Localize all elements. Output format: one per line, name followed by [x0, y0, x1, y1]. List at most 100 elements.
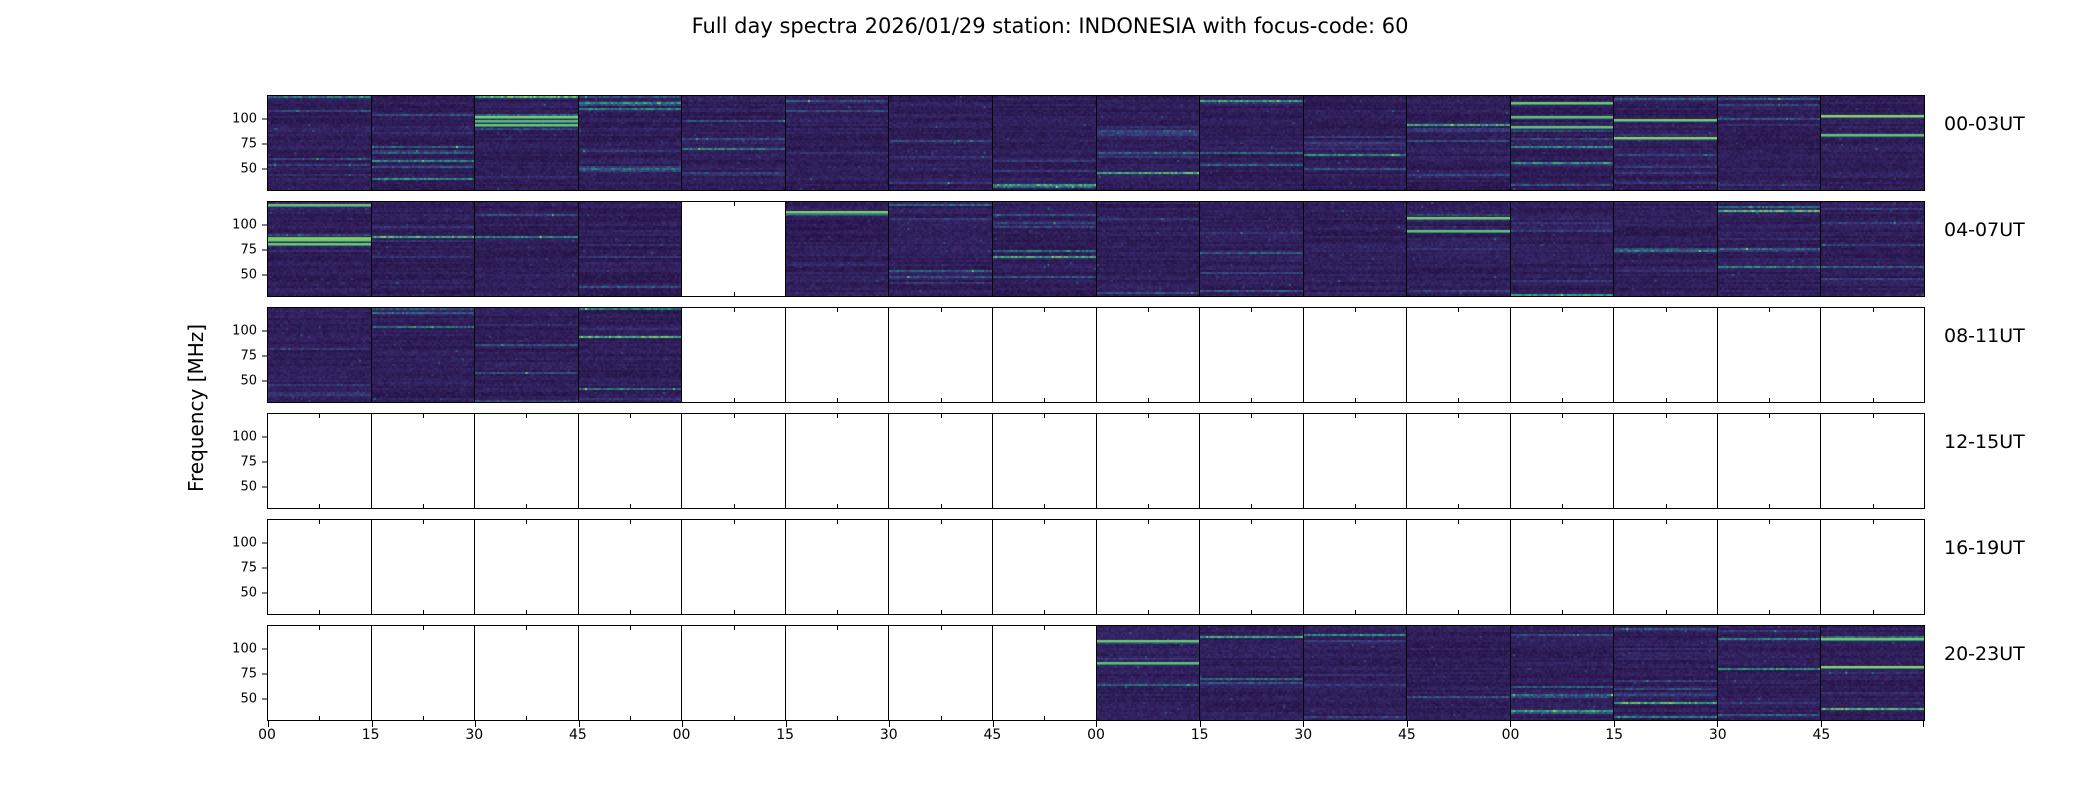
spectrogram-panel	[784, 96, 889, 190]
x-tick-label: 00	[1501, 727, 1520, 743]
blank-panel	[1302, 520, 1407, 614]
blank-panel	[1509, 308, 1614, 402]
spectrogram-panel	[888, 96, 992, 190]
spectrogram-panel	[1199, 96, 1303, 190]
spectrogram-canvas	[992, 202, 1096, 296]
spectrogram-canvas	[1614, 202, 1717, 296]
blank-panel	[991, 308, 1096, 402]
spectrogram-canvas	[268, 308, 371, 402]
blank-panel	[681, 414, 785, 508]
x-tick-label: 15	[776, 727, 795, 743]
spectrogram-canvas	[1510, 96, 1614, 190]
row-label: 04-07UT	[1944, 219, 2025, 242]
spectrogram-canvas	[1407, 626, 1510, 720]
spectrogram-canvas	[889, 96, 992, 190]
x-tick-mark	[1510, 721, 1511, 727]
y-tick-label: 100	[232, 535, 257, 551]
row-label: 00-03UT	[1944, 113, 2025, 136]
spectrogram-canvas	[1821, 626, 1924, 720]
y-tick-mark	[262, 592, 268, 594]
spectrogram-panel	[1509, 626, 1614, 720]
y-tick-mark	[262, 542, 268, 544]
blank-panel	[577, 626, 682, 720]
y-tick-mark	[262, 355, 268, 357]
spectrogram-canvas	[1821, 202, 1924, 296]
x-tick-label: 45	[983, 727, 1002, 743]
blank-panel	[888, 520, 992, 614]
spectrogram-panel	[1820, 202, 1924, 296]
spectrogram-canvas	[268, 96, 371, 190]
x-tick-label: 30	[465, 727, 484, 743]
x-tick-label: 30	[1708, 727, 1727, 743]
spectrogram-canvas	[475, 96, 578, 190]
y-tick-label: 50	[240, 479, 257, 495]
blank-panel	[784, 308, 889, 402]
blank-panel	[1613, 520, 1717, 614]
spectra-row-08-11ut: 100 75 50 08-11UT	[232, 307, 2025, 403]
spectra-row-12-15ut: 100 75 50 12-15UT	[232, 413, 2025, 509]
x-tick-mark	[682, 721, 683, 727]
blank-panel	[1509, 414, 1614, 508]
y-tick-mark	[262, 249, 268, 251]
x-tick-label: 30	[879, 727, 898, 743]
y-tick-label: 100	[232, 323, 257, 339]
spectrogram-panel	[1406, 202, 1510, 296]
x-tick-label: 15	[1605, 727, 1624, 743]
spectra-row-00-03ut: 100 75 50 00-03UT	[232, 95, 2025, 191]
spectrogram-canvas	[371, 96, 475, 190]
x-tick-mark	[1923, 721, 1924, 727]
blank-panel	[474, 414, 578, 508]
spectra-row-16-19ut: 100 75 50 16-19UT	[232, 519, 2025, 615]
blank-panel	[681, 308, 785, 402]
spectrogram-canvas	[475, 308, 578, 402]
y-tick-label: 50	[240, 267, 257, 283]
spectrogram-canvas	[1614, 96, 1717, 190]
spectrogram-panel	[370, 202, 475, 296]
spectrogram-canvas	[1200, 202, 1303, 296]
spectrogram-panel	[370, 308, 475, 402]
blank-panel	[991, 626, 1096, 720]
y-tick-mark	[262, 461, 268, 463]
spectrogram-panel	[1302, 626, 1407, 720]
spectrogram-canvas	[371, 308, 475, 402]
x-tick-mark	[578, 721, 580, 727]
x-tick-mark	[268, 721, 269, 727]
spectrogram-canvas	[785, 96, 889, 190]
spectrogram-panel	[268, 96, 371, 190]
row-label: 12-15UT	[1944, 431, 2025, 454]
blank-panel	[1302, 414, 1407, 508]
x-axis-labels: 00 15 30 45 00 15 30 45 00 15 30 45 00 15 30 45	[258, 727, 1925, 747]
spectrogram-panel	[474, 96, 578, 190]
blank-panel	[1095, 308, 1200, 402]
blank-panel	[681, 626, 785, 720]
spectrogram-canvas	[1821, 96, 1924, 190]
spectrogram-canvas	[578, 96, 682, 190]
x-tick-label: 45	[568, 727, 587, 743]
x-tick-mark	[992, 721, 994, 727]
blank-panel	[1820, 520, 1924, 614]
spectrogram-panel	[1302, 202, 1407, 296]
x-tick-label: 45	[1812, 727, 1831, 743]
y-tick-label: 50	[240, 691, 257, 707]
spectrogram-panel	[1613, 202, 1717, 296]
spectrogram-canvas	[1717, 96, 1821, 190]
x-tick-label: 00	[1087, 727, 1105, 743]
blank-panel	[888, 414, 992, 508]
x-tick-label: 30	[1294, 727, 1313, 743]
spectrogram-canvas	[1717, 626, 1821, 720]
spectrogram-panel	[577, 308, 682, 402]
spectrogram-canvas	[1200, 626, 1303, 720]
spectrogram-panel	[1716, 626, 1821, 720]
blank-panel	[577, 414, 682, 508]
y-tick-mark	[262, 118, 268, 120]
blank-panel	[1613, 308, 1717, 402]
spectrogram-canvas	[1510, 626, 1614, 720]
blank-panel	[784, 626, 889, 720]
spectrogram-panel	[474, 308, 578, 402]
spectrogram-panel	[370, 96, 475, 190]
y-tick-mark	[262, 486, 268, 488]
spectrogram-panel	[1820, 96, 1924, 190]
y-tick-mark	[262, 330, 268, 332]
blank-panel	[1509, 520, 1614, 614]
spectrogram-canvas	[785, 202, 889, 296]
